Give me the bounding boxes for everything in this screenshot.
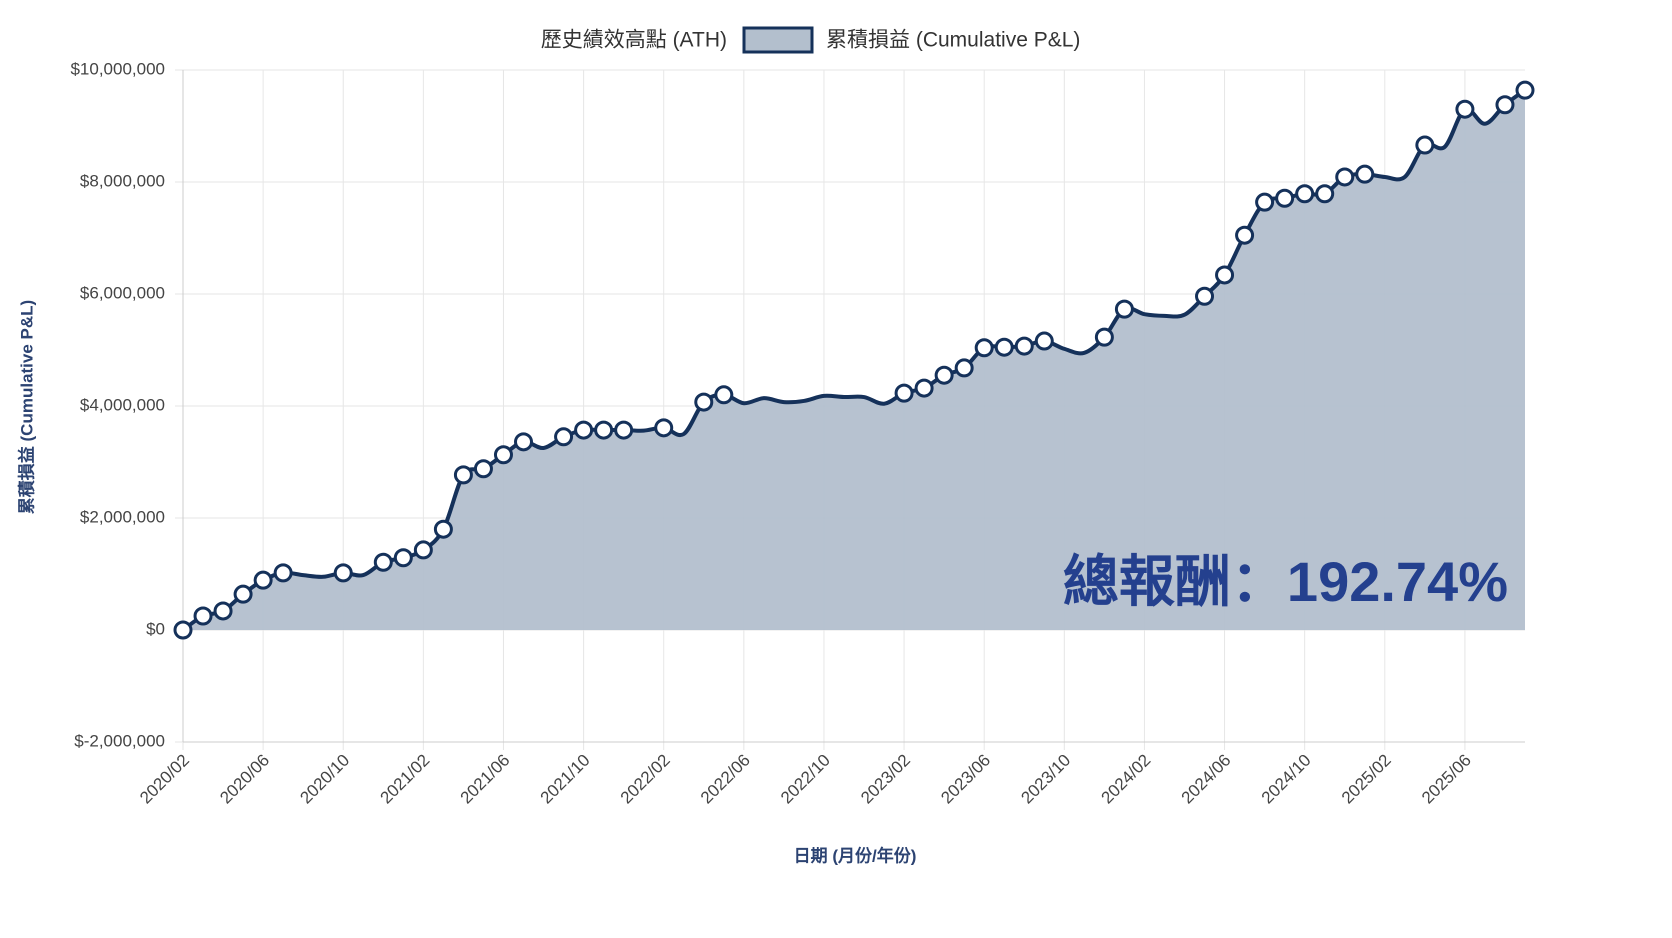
x-tick-label: 2022/06 [697,751,754,808]
ath-marker [373,552,393,572]
ath-marker [1255,192,1275,212]
ath-marker [493,445,513,465]
ath-marker [714,385,734,405]
ath-marker [253,570,273,590]
ath-marker [413,540,433,560]
ath-marker [233,584,253,604]
x-tick-label: 2024/02 [1098,751,1155,808]
ath-marker [1295,184,1315,204]
ath-marker [1034,331,1054,351]
ath-marker [1515,80,1535,100]
legend-label: 歷史績效高點 (ATH) [541,29,727,52]
ath-marker [554,427,574,447]
x-tick-label: 2023/10 [1017,751,1074,808]
ath-marker [934,365,954,385]
ath-marker [273,563,293,583]
ath-marker [193,606,213,626]
ath-marker [1195,286,1215,306]
ath-marker [974,338,994,358]
ath-marker [1495,95,1515,115]
x-tick-label: 2024/10 [1258,751,1315,808]
ath-marker [994,337,1014,357]
y-tick-label: $10,000,000 [70,59,165,78]
ath-marker [654,418,674,438]
ath-marker [173,620,193,640]
y-tick-label: $-2,000,000 [74,731,165,750]
ath-marker [213,601,233,621]
ath-marker [433,519,453,539]
ath-marker [1114,299,1134,319]
ath-marker [393,548,413,568]
ath-marker [894,383,914,403]
x-tick-label: 2025/02 [1338,751,1395,808]
x-tick-label: 2025/06 [1418,751,1475,808]
x-tick-label: 2022/10 [777,751,834,808]
ath-marker [594,420,614,440]
ath-marker [1235,225,1255,245]
x-tick-label: 2022/02 [617,751,674,808]
x-tick-label: 2021/10 [537,751,594,808]
y-tick-label: $4,000,000 [80,395,165,414]
ath-marker [694,392,714,412]
ath-marker [1455,99,1475,119]
x-tick-label: 2020/10 [296,751,353,808]
x-tick-label: 2020/02 [136,751,193,808]
ath-marker [453,465,473,485]
area [183,90,1525,630]
x-tick-label: 2023/02 [857,751,914,808]
ath-marker [1315,184,1335,204]
y-tick-label: $0 [146,619,165,638]
x-tick-label: 2021/06 [457,751,514,808]
x-tick-label: 2020/06 [216,751,273,808]
y-tick-label: $2,000,000 [80,507,165,526]
x-tick-label: 2024/06 [1178,751,1235,808]
ath-marker [514,432,534,452]
ath-marker [1335,167,1355,187]
ath-marker [574,420,594,440]
ath-marker [1415,135,1435,155]
y-axis-title: 累積損益 (Cumulative P&L) [16,300,36,514]
ath-marker [1275,188,1295,208]
ath-marker [1094,327,1114,347]
y-tick-label: $8,000,000 [80,171,165,190]
x-tick-label: 2023/06 [937,751,994,808]
x-tick-label: 2021/02 [376,751,433,808]
ath-marker [914,378,934,398]
ath-marker [954,358,974,378]
ath-marker [333,563,353,583]
ath-marker [1355,164,1375,184]
ath-marker [1014,336,1034,356]
legend-swatch [742,26,814,54]
ath-marker [473,459,493,479]
legend-label: 累積損益 (Cumulative P&L) [826,29,1080,52]
ath-marker [614,420,634,440]
y-tick-label: $6,000,000 [80,283,165,302]
ath-marker [1215,265,1235,285]
x-axis-title: 日期 (月份/年份) [794,845,917,865]
total-return-annotation: 總報酬：192.74% [1063,550,1508,613]
